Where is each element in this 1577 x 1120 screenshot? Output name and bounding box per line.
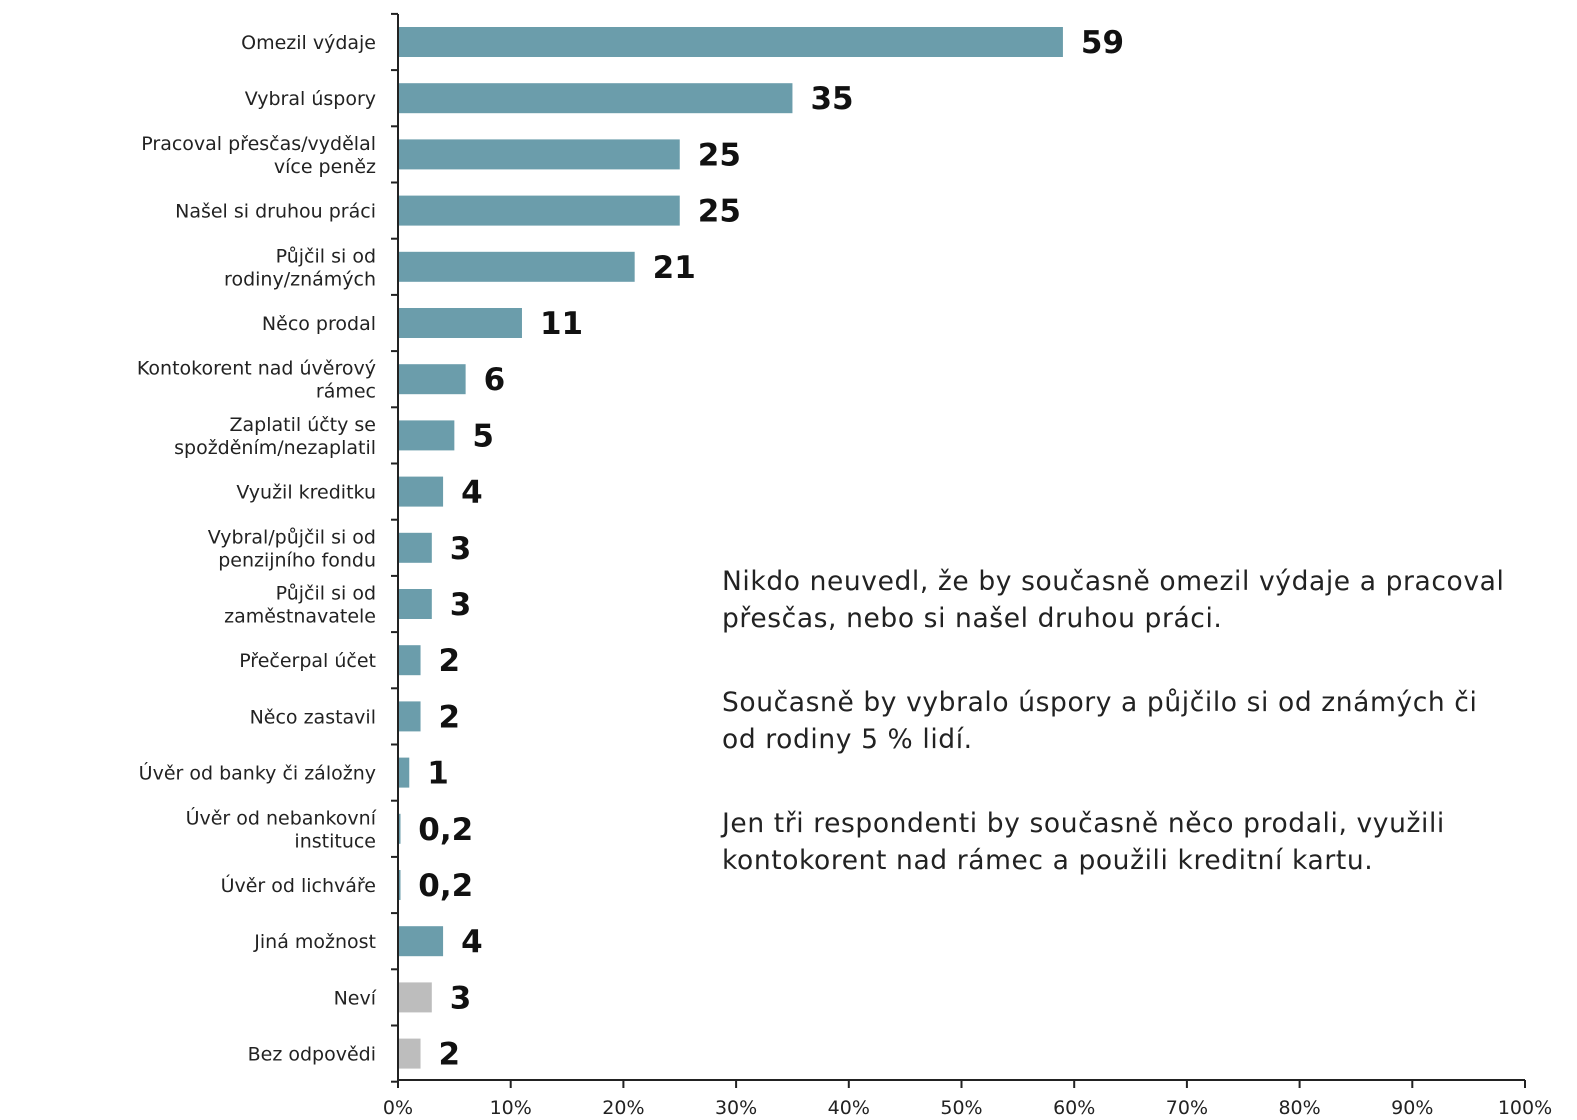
category-label-17: Neví	[334, 987, 377, 1009]
value-label-7: 5	[472, 418, 494, 454]
note-3: Jen tři respondenti by současně něco pro…	[722, 808, 1445, 876]
value-label-5: 11	[540, 306, 583, 342]
x-tick-label-6: 60%	[1053, 1097, 1095, 1119]
category-label-18: Bez odpovědi	[248, 1044, 376, 1066]
bar-18	[398, 1038, 421, 1069]
bar-1	[398, 83, 793, 114]
x-tick-label-3: 30%	[715, 1097, 757, 1119]
note-1: Nikdo neuvedl, že by současně omezil výd…	[722, 566, 1505, 634]
bar-0	[398, 27, 1063, 57]
x-tick-label-7: 70%	[1166, 1097, 1208, 1119]
bar-11	[398, 645, 421, 676]
bar-9	[398, 532, 432, 563]
bar-2	[398, 139, 680, 170]
value-label-10: 3	[450, 587, 472, 623]
category-label-12: Něco zastavil	[250, 706, 376, 728]
value-label-6: 6	[484, 362, 506, 398]
category-label-6: Kontokorent nad úvěrový rámec	[137, 358, 376, 403]
value-label-3: 25	[698, 194, 741, 230]
category-label-5: Něco prodal	[262, 313, 376, 335]
category-label-14: Úvěr od nebankovní instituce	[186, 805, 377, 852]
category-label-16: Jiná možnost	[253, 931, 376, 953]
category-label-7: Zaplatil účty se spožděním/nezaplatil	[174, 414, 376, 459]
bar-12	[398, 701, 421, 732]
value-label-2: 25	[698, 137, 741, 173]
category-label-3: Našel si druhou práci	[175, 201, 376, 223]
note-2: Současně by vybralo úspory a půjčilo si …	[722, 687, 1478, 755]
bar-7	[398, 420, 455, 451]
value-label-0: 59	[1081, 25, 1124, 61]
category-label-8: Využil kreditku	[236, 482, 376, 504]
bar-16	[398, 926, 444, 957]
value-label-4: 21	[653, 250, 696, 286]
bar-6	[398, 364, 466, 395]
category-label-9: Vybral/půjčil si od penzijního fondu	[208, 526, 376, 571]
category-label-10: Půjčil si od zaměstnavatele	[224, 583, 376, 628]
x-tick-label-0: 0%	[383, 1097, 413, 1119]
bar-4	[398, 251, 635, 282]
bar-17	[398, 982, 432, 1013]
category-label-11: Přečerpal účet	[239, 650, 376, 672]
x-tick-label-5: 50%	[940, 1097, 982, 1119]
x-tick-label-4: 40%	[828, 1097, 870, 1119]
value-label-14: 0,2	[418, 812, 473, 848]
x-tick-label-2: 20%	[602, 1097, 644, 1119]
bar-14	[398, 813, 401, 844]
chart-notes: Nikdo neuvedl, že by současně omezil výd…	[722, 563, 1512, 926]
value-label-12: 2	[439, 699, 461, 735]
bar-15	[398, 870, 401, 900]
x-tick-label-1: 10%	[490, 1097, 532, 1119]
value-label-1: 35	[810, 81, 853, 117]
bar-3	[398, 195, 680, 226]
category-label-15: Úvěr od lichváře	[221, 873, 376, 897]
bar-5	[398, 308, 522, 338]
bar-13	[398, 757, 410, 788]
value-label-18: 2	[439, 1037, 461, 1073]
value-label-15: 0,2	[418, 868, 473, 904]
value-label-11: 2	[439, 643, 461, 679]
category-label-2: Pracoval přesčas/vydělal více peněz	[141, 133, 376, 178]
value-label-16: 4	[461, 924, 483, 960]
x-tick-label-8: 80%	[1278, 1097, 1320, 1119]
category-label-13: Úvěr od banky či záložny	[139, 761, 376, 785]
category-label-4: Půjčil si od rodiny/známých	[224, 245, 376, 290]
x-tick-label-9: 90%	[1391, 1097, 1433, 1119]
value-label-13: 1	[427, 756, 449, 792]
category-label-1: Vybral úspory	[245, 88, 376, 110]
x-tick-label-10: 100%	[1498, 1097, 1552, 1119]
value-label-8: 4	[461, 475, 483, 511]
category-label-0: Omezil výdaje	[241, 32, 376, 54]
bar-8	[398, 476, 444, 507]
value-label-9: 3	[450, 531, 472, 567]
value-label-17: 3	[450, 980, 472, 1016]
bar-10	[398, 589, 432, 619]
